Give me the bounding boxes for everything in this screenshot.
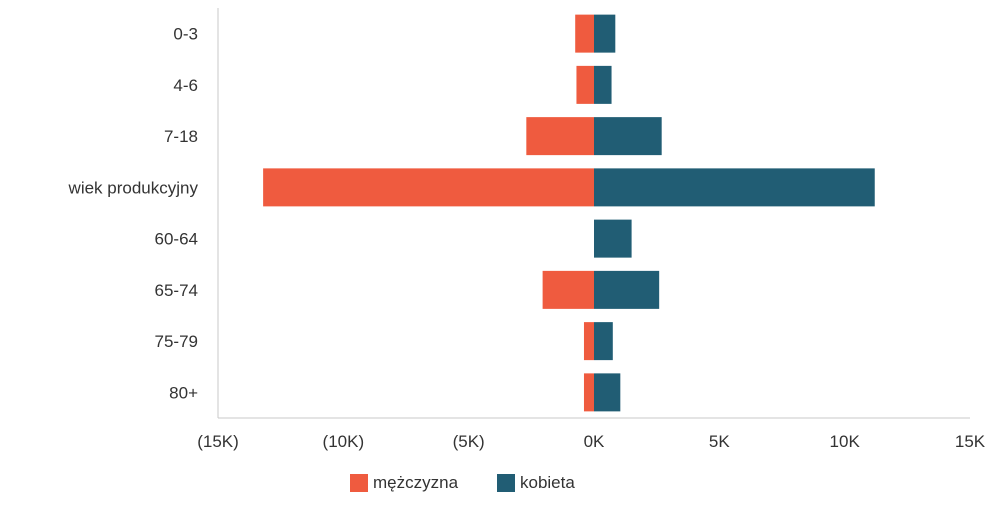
bar-female (594, 117, 662, 156)
bar-male (526, 117, 594, 156)
x-tick-label: 15K (955, 432, 986, 451)
bar-male (263, 168, 594, 207)
x-tick-label: 0K (584, 432, 605, 451)
bar-female (594, 219, 632, 258)
bar-female (594, 14, 616, 53)
bar-male (583, 322, 594, 361)
category-label: 4-6 (173, 76, 198, 95)
bar-male (576, 65, 594, 104)
bar-female (594, 65, 612, 104)
bar-female (594, 322, 613, 361)
x-tick-label: 5K (709, 432, 730, 451)
x-tick-label: (10K) (323, 432, 365, 451)
legend-label: kobieta (520, 473, 575, 492)
category-label: 80+ (169, 383, 198, 402)
category-label: wiek produkcyjny (68, 178, 199, 197)
legend-label: mężczyzna (373, 473, 459, 492)
category-label: 60-64 (155, 230, 198, 249)
bar-female (594, 270, 660, 309)
bar-male (575, 14, 594, 53)
legend-swatch-female (497, 474, 515, 492)
bar-male (542, 270, 594, 309)
bar-female (594, 373, 621, 412)
category-label: 0-3 (173, 25, 198, 44)
x-tick-label: 10K (830, 432, 861, 451)
legend-swatch-male (350, 474, 368, 492)
bar-male (583, 373, 594, 412)
category-label: 75-79 (155, 332, 198, 351)
category-label: 7-18 (164, 127, 198, 146)
x-tick-label: (15K) (197, 432, 239, 451)
x-tick-label: (5K) (453, 432, 485, 451)
bar-female (594, 168, 875, 207)
category-label: 65-74 (155, 281, 198, 300)
